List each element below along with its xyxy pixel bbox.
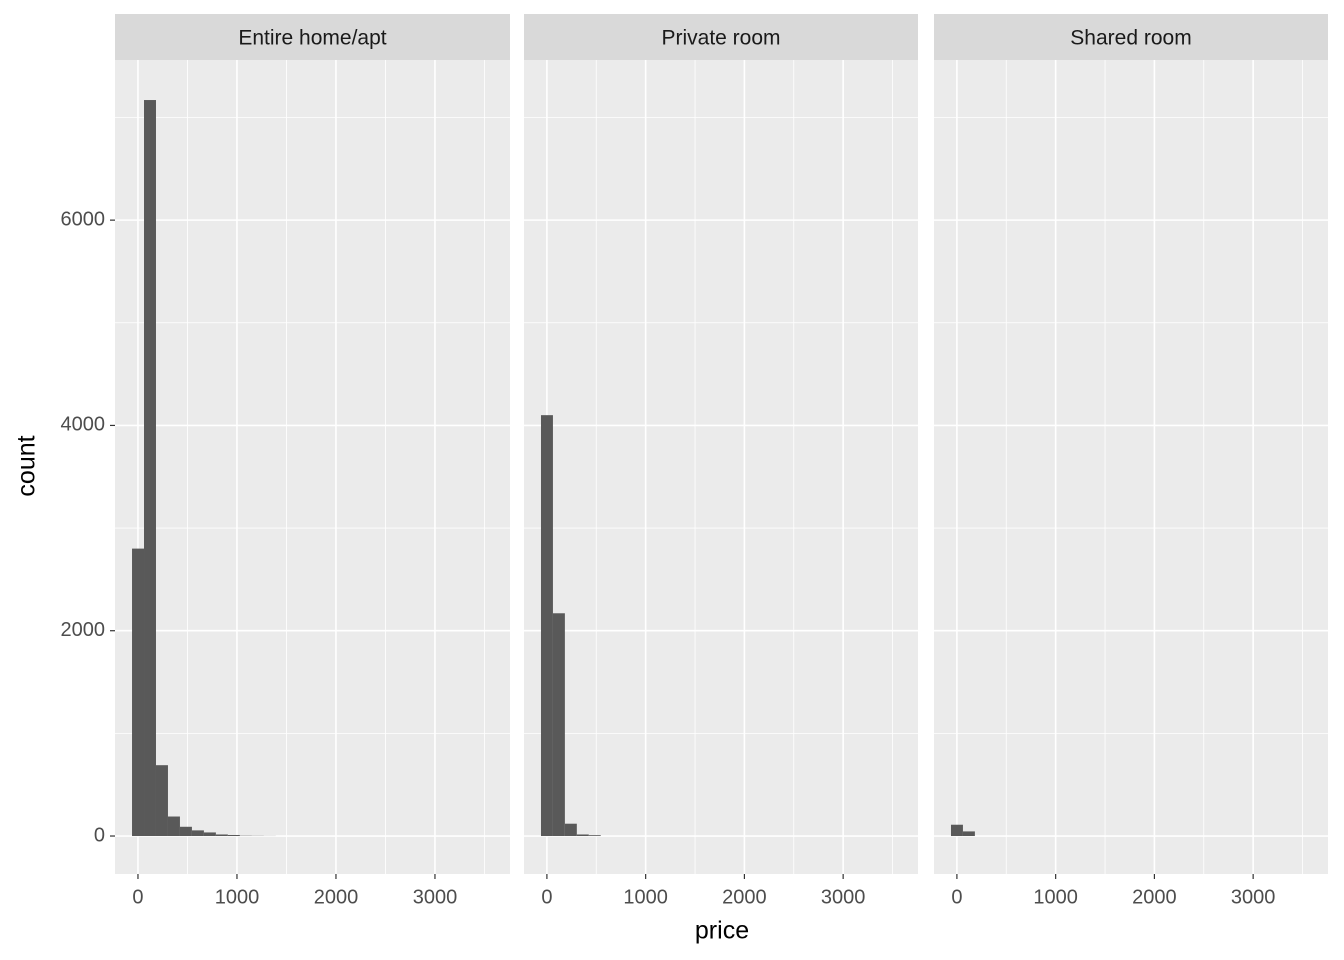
bar [950, 824, 963, 837]
x-tick-label: 3000 [413, 886, 458, 908]
bar [167, 816, 180, 837]
x-tick-label: 3000 [821, 886, 866, 908]
x-tick-label: 0 [541, 886, 552, 908]
x-tick-label: 3000 [1231, 886, 1276, 908]
bar [215, 834, 228, 837]
x-tick-label: 1000 [623, 886, 668, 908]
x-tick-label: 0 [132, 886, 143, 908]
bar [962, 831, 975, 837]
bar [203, 832, 216, 837]
bar [552, 613, 565, 837]
bar [144, 100, 156, 837]
x-tick-label: 1000 [1033, 886, 1078, 908]
x-tick-label: 0 [951, 886, 962, 908]
strip-label: Shared room [1070, 27, 1191, 50]
x-axis-title: price [695, 917, 749, 945]
y-axis-title: count [13, 435, 41, 496]
panel-background [115, 60, 510, 874]
strip-label: Entire home/apt [238, 27, 386, 50]
strip-background [115, 14, 510, 60]
x-tick-label: 2000 [1132, 886, 1177, 908]
bar [132, 548, 145, 837]
strip-background [934, 14, 1328, 60]
bar [564, 823, 577, 837]
bar [227, 834, 240, 837]
x-tick-label: 1000 [215, 886, 260, 908]
y-tick-label: 6000 [61, 208, 106, 230]
bar [155, 765, 168, 837]
y-tick-label: 0 [94, 824, 105, 846]
strip-background [524, 14, 918, 60]
y-tick-label: 2000 [61, 619, 106, 641]
bar [179, 826, 192, 837]
bar [588, 835, 601, 837]
panel-background [524, 60, 918, 874]
bar [540, 415, 553, 837]
bar [576, 834, 589, 837]
y-tick-label: 4000 [61, 414, 106, 436]
strip-label: Private room [661, 27, 780, 50]
x-tick-label: 2000 [722, 886, 767, 908]
panel-background [934, 60, 1328, 874]
x-tick-label: 2000 [314, 886, 359, 908]
bar [191, 830, 204, 837]
